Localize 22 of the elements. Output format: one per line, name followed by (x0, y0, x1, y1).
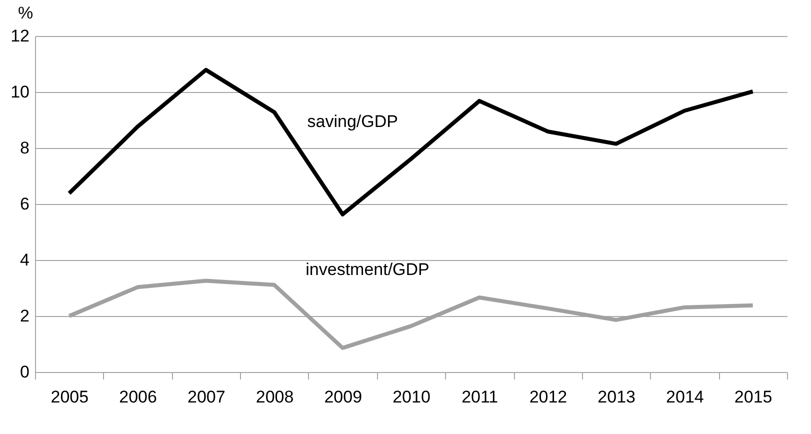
y-tick-label: 2 (20, 306, 30, 326)
x-tick-label: 2014 (666, 388, 704, 406)
series-label: saving/GDP (307, 112, 398, 132)
x-tick-label: 2012 (529, 388, 568, 406)
y-tick-label: 12 (10, 26, 30, 46)
x-tick-label: 2009 (324, 388, 362, 406)
x-tick-label: 2013 (598, 388, 636, 406)
y-tick-label: 6 (20, 194, 30, 214)
series-label: investment/GDP (306, 260, 430, 279)
x-tick-label: 2010 (392, 388, 430, 406)
x-tick-label: 2005 (50, 388, 89, 406)
x-tick-label: 2015 (734, 388, 772, 406)
x-tick-label: 2008 (256, 388, 294, 406)
y-tick-label: 0 (20, 362, 30, 382)
x-tick-label: 2006 (119, 388, 157, 406)
y-tick-label: 4 (20, 250, 30, 270)
y-tick-label: 10 (10, 82, 30, 102)
y-tick-label: 8 (20, 138, 30, 158)
line-series (67, 68, 755, 216)
x-tick-label: 2011 (462, 388, 498, 406)
x-tick-label: 2007 (187, 388, 226, 406)
y-axis-title: % (18, 4, 34, 22)
